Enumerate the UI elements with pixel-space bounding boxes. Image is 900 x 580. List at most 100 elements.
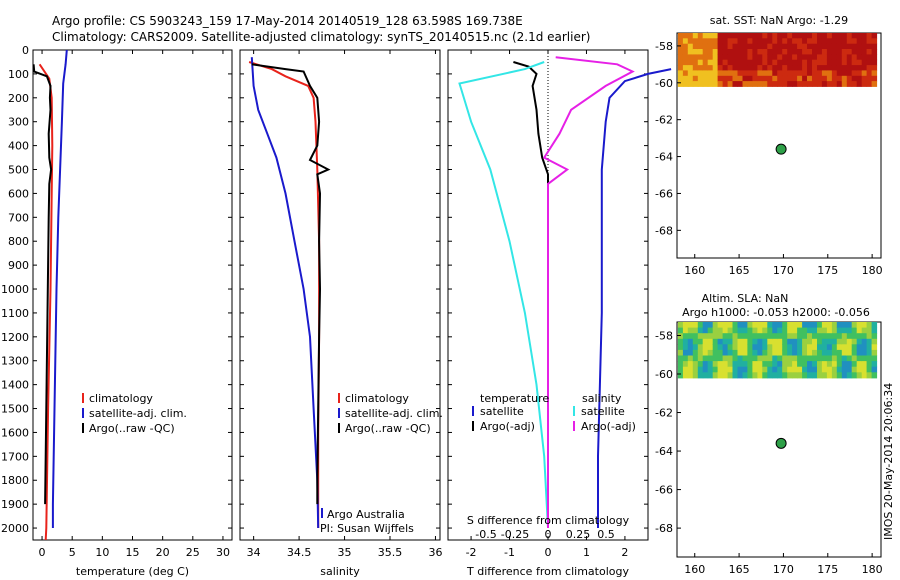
- heatmap-cell: [802, 65, 808, 71]
- heatmap-cell: [707, 70, 714, 77]
- heatmap-cell: [787, 65, 793, 71]
- heatmap-cell: [782, 65, 788, 71]
- heatmap-cell: [787, 349, 793, 356]
- heatmap-cell: [752, 349, 758, 356]
- heatmap-cell: [841, 38, 848, 45]
- heatmap-cell: [737, 70, 743, 77]
- panel-difference: [447, 49, 672, 541]
- heatmap-cell: [722, 59, 729, 66]
- heatmap-cell: [712, 355, 719, 362]
- heatmap-cell: [757, 361, 763, 368]
- heatmap-cell: [866, 361, 873, 368]
- heatmap-cell: [777, 43, 783, 50]
- heatmap-cell: [831, 338, 838, 345]
- heatmap-cell: [826, 372, 833, 379]
- heatmap-cell: [717, 322, 724, 329]
- x-tick-label: 35: [338, 546, 352, 559]
- heatmap-cell: [846, 372, 853, 379]
- heatmap-cell: [752, 327, 758, 334]
- heatmap-cell: [777, 344, 783, 351]
- heatmap-cell: [737, 33, 743, 39]
- heatmap-cell: [712, 38, 719, 45]
- heatmap-cell: [727, 43, 734, 50]
- heatmap-cell: [712, 361, 719, 368]
- heatmap-cell: [846, 59, 853, 66]
- heatmap-cell: [846, 38, 853, 45]
- heatmap-cell: [861, 81, 868, 87]
- panel-salinity: [239, 49, 441, 541]
- heatmap-cell: [772, 70, 778, 77]
- heatmap-cell: [722, 361, 729, 368]
- heatmap-cell: [817, 38, 823, 45]
- series-line-salinity-satellite: [458, 61, 549, 529]
- heatmap-cell: [807, 33, 813, 39]
- map-subtitle: Argo h1000: -0.053 h2000: -0.056: [682, 306, 870, 319]
- heatmap-cell: [782, 355, 788, 362]
- heatmap-cell: [742, 54, 748, 61]
- heatmap-cell: [866, 49, 873, 55]
- heatmap-cell: [826, 361, 833, 368]
- heatmap-cell: [866, 327, 873, 334]
- heatmap-cell: [717, 75, 724, 82]
- heatmap-cell: [747, 349, 753, 356]
- heatmap-cell: [866, 355, 873, 362]
- heatmap-cell: [767, 322, 773, 329]
- heatmap-cell: [762, 338, 768, 345]
- heatmap-cell: [807, 81, 813, 87]
- y-tick-label: -64: [655, 445, 673, 458]
- heatmap-cell: [697, 327, 704, 334]
- heatmap-cell: [677, 81, 684, 87]
- heatmap-cell: [787, 70, 793, 77]
- heatmap-cell: [821, 372, 828, 379]
- heatmap-cell: [697, 333, 704, 340]
- heatmap-cell: [702, 366, 709, 373]
- heatmap-cell: [817, 361, 823, 368]
- annotation-line: Argo Australia: [327, 508, 405, 521]
- heatmap-cell: [841, 366, 848, 373]
- legend-label: Argo(-adj): [480, 420, 535, 433]
- heatmap-cell: [772, 38, 778, 45]
- heatmap-cell: [817, 322, 823, 329]
- y-tick-label: 2000: [1, 522, 29, 535]
- heatmap-cell: [752, 372, 758, 379]
- heatmap-cell: [851, 81, 858, 87]
- heatmap-cell: [712, 338, 719, 345]
- heatmap-cell: [807, 361, 813, 368]
- heatmap-cell: [821, 338, 828, 345]
- heatmap-cell: [707, 349, 714, 356]
- heatmap-cell: [797, 33, 803, 39]
- heatmap-cell: [777, 355, 783, 362]
- heatmap-cell: [757, 33, 763, 39]
- heatmap-cell: [817, 70, 823, 77]
- heatmap-cell: [772, 43, 778, 50]
- heatmap-cell: [861, 338, 868, 345]
- heatmap-cell: [812, 33, 818, 39]
- heatmap-cell: [777, 70, 783, 77]
- heatmap-cell: [812, 349, 818, 356]
- heatmap-cell: [692, 33, 699, 39]
- heatmap-cell: [727, 366, 734, 373]
- heatmap-cell: [712, 344, 719, 351]
- heatmap-cell: [836, 49, 843, 55]
- y-tick-label: -58: [655, 329, 673, 342]
- heatmap-cell: [836, 333, 843, 340]
- heatmap-cell: [812, 38, 818, 45]
- heatmap-cell: [807, 322, 813, 329]
- heatmap-cell: [821, 81, 828, 87]
- heatmap-cell: [797, 372, 803, 379]
- heatmap-cell: [697, 75, 704, 82]
- heatmap-cell: [757, 322, 763, 329]
- x-tick-label: 25: [186, 546, 200, 559]
- heatmap-cell: [707, 366, 714, 373]
- heatmap-cell: [871, 54, 878, 61]
- heatmap-cell: [752, 65, 758, 71]
- heatmap-cell: [752, 70, 758, 77]
- heatmap-cell: [722, 333, 729, 340]
- heatmap-cell: [772, 54, 778, 61]
- heatmap-cell: [757, 65, 763, 71]
- heatmap-cell: [817, 81, 823, 87]
- heatmap-cell: [797, 65, 803, 71]
- heatmap-cell: [836, 43, 843, 50]
- heatmap-cell: [812, 322, 818, 329]
- heatmap-cell: [851, 355, 858, 362]
